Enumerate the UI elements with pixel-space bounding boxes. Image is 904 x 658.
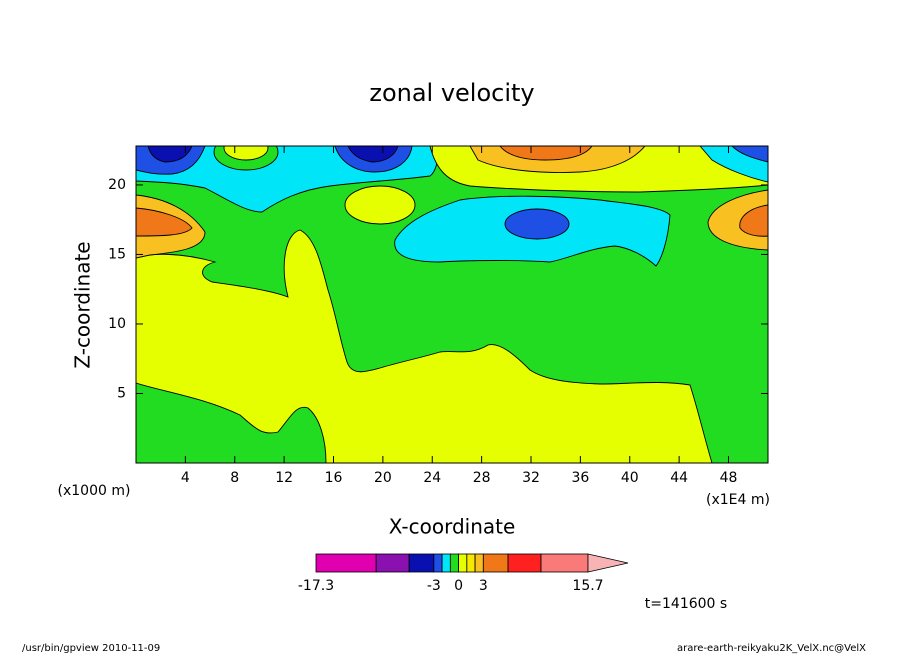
colorbar-tick-label: -17.3 (298, 578, 334, 594)
y-tick-label: 10 (108, 316, 126, 332)
contour-region (731, 146, 768, 163)
x-tick-label: 12 (275, 470, 293, 486)
x-unit-right: (x1E4 m) (706, 492, 770, 508)
colorbar-segment (458, 553, 468, 573)
x-tick-label: 24 (423, 470, 441, 486)
contour-field (136, 146, 768, 463)
x-tick-label: 20 (374, 470, 392, 486)
x-tick-label: 8 (230, 470, 239, 486)
x-tick-label: 40 (621, 470, 639, 486)
x-tick-label: 36 (571, 470, 589, 486)
contour-region (504, 208, 570, 240)
colorbar-segment (482, 553, 509, 573)
colorbar-extension (587, 553, 629, 573)
colorbar-tick-label: 0 (454, 578, 463, 594)
contour-region (136, 382, 327, 463)
colorbar-segment (540, 553, 589, 573)
y-tick-label: 20 (108, 177, 126, 193)
colorbar-tick-label: 3 (479, 578, 488, 594)
colorbar-segment (474, 553, 484, 573)
contour-region (147, 146, 193, 163)
colorbar-segment (441, 553, 451, 573)
contour-region (136, 207, 193, 237)
x-tick-label: 16 (325, 470, 343, 486)
colorbar-segment (315, 553, 377, 573)
footer-left: /usr/bin/gpview 2010-11-09 (22, 643, 160, 654)
x-tick-label: 44 (670, 470, 688, 486)
contour-region (499, 146, 593, 161)
x-tick-label: 28 (473, 470, 491, 486)
contour-region (223, 146, 269, 161)
y-tick-label: 5 (117, 385, 126, 401)
colorbar-tick-label: -3 (427, 578, 441, 594)
contour-region (739, 204, 768, 237)
colorbar-segment (507, 553, 542, 573)
x-tick-label: 48 (720, 470, 738, 486)
x-axis-label: X-coordinate (389, 515, 516, 539)
colorbar-segment (466, 553, 476, 573)
x-unit-left: (x1000 m) (58, 483, 131, 499)
y-tick-label: 15 (108, 246, 126, 262)
x-tick-label: 32 (522, 470, 540, 486)
footer-right: arare-earth-reikyaku2K_VelX.nc@VelX (677, 643, 866, 654)
x-tick-label: 4 (181, 470, 190, 486)
contour-region (347, 146, 399, 163)
plot-frame (135, 145, 769, 464)
colorbar-segment (375, 553, 410, 573)
colorbar-segment (408, 553, 435, 573)
colorbar-segment (433, 553, 443, 573)
y-axis-label: Z-coordinate (71, 241, 95, 368)
chart-title: zonal velocity (369, 79, 534, 107)
contour-region (344, 185, 416, 225)
time-label: t=141600 s (645, 596, 727, 612)
colorbar-segment (449, 553, 459, 573)
colorbar-tick-label: 15.7 (572, 578, 603, 594)
